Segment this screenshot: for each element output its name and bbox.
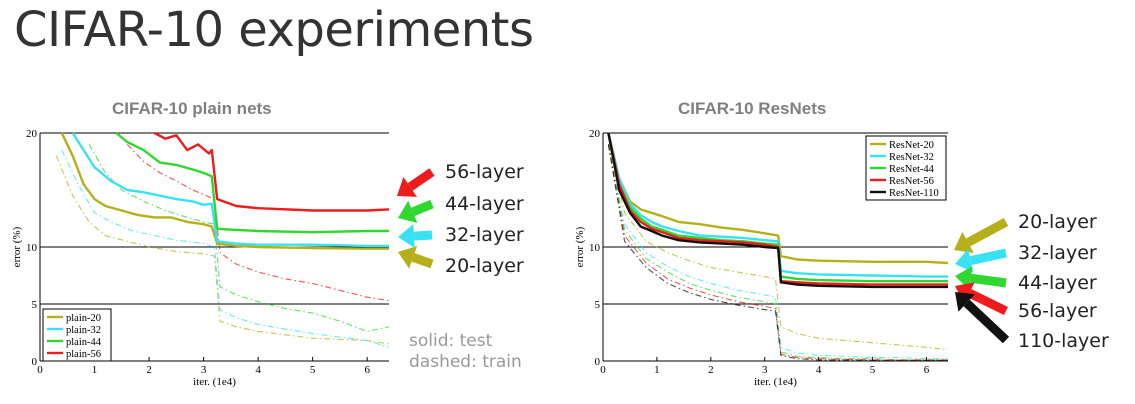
arrow-shaft [967,289,1008,316]
arrow-head [398,246,418,269]
arrow-head [955,282,975,304]
arrow-shaft [963,299,1010,344]
page-title: CIFAR-10 experiments [14,2,534,58]
legend-label: ResNet-44 [889,164,935,175]
series-line-plain-44-solid [115,132,389,234]
arrow-icon [397,168,435,197]
legend: ResNet-20ResNet-32ResNet-44ResNet-56ResN… [865,135,947,201]
y-tick-label: 10 [589,242,601,254]
arrow-icon [398,224,433,249]
layer-label: 20-layer [445,255,524,277]
x-tick-label: 1 [92,364,98,376]
arrow-head [955,248,974,273]
series-line-ResNet-20-dashed [607,144,948,351]
legend-note: solid: test [409,331,493,351]
plain-nets-chart: 0 5 10 20 0 1 2 3 4 5 6 iter. (1e4) error (%) plain-2… [11,128,389,388]
y-tick-label: 20 [589,128,601,140]
layer-label: 56-layer [445,161,524,183]
legend-label: ResNet-32 [889,152,934,163]
chart-title-resnets: CIFAR-10 ResNets [678,99,827,118]
legend-label: plain-44 [66,337,102,348]
x-tick-label: 1 [654,364,660,376]
x-tick-label: 0 [600,364,606,376]
legend-label: plain-20 [66,313,101,324]
y-axis-label: error (%) [11,226,23,267]
arrow-icon [398,246,434,269]
arrow-icon [955,292,1010,344]
y-tick-label: 0 [32,356,38,368]
arrow-icon [954,218,1009,253]
layer-label: 44-layer [1018,272,1097,294]
series-group [55,131,389,348]
arrow-icon [955,248,1007,273]
x-tick-label: 4 [816,364,822,376]
layer-label: 44-layer [445,193,524,215]
annotations: 56-layer 44-layer 32-layer 20-layer 20-layer… [397,161,1109,352]
x-tick-label: 6 [924,364,930,376]
arrow-head [955,292,975,312]
arrow-shaft [413,230,433,241]
series-line-plain-32-dashed [61,149,389,348]
x-tick-label: 4 [255,364,261,376]
series-line-ResNet-32-dashed [607,144,948,360]
x-tick-label: 2 [708,364,714,376]
legend-note: dashed: train [409,352,522,372]
series-group [607,132,948,361]
layer-label: 110-layer [1018,330,1109,352]
series-line-plain-44-dashed [88,144,389,332]
series-line-ResNet-32-solid [607,132,948,278]
series-line-plain-56-solid [153,131,389,212]
x-axis-label: iter. (1e4) [193,376,236,388]
layer-label: 32-layer [445,224,524,246]
x-tick-label: 0 [37,364,43,376]
arrow-shaft [970,273,1007,288]
arrow-icon [398,199,434,224]
x-tick-label: 5 [870,364,876,376]
legend-label: ResNet-56 [889,176,934,187]
layer-label: 20-layer [1018,211,1097,233]
legend-label: ResNet-110 [889,188,939,199]
series-line-plain-20-dashed [55,155,389,345]
arrow-head [954,231,974,253]
arrow-shaft [411,199,434,217]
x-tick-label: 3 [201,364,207,376]
arrow-shaft [965,218,1009,247]
resnets-chart: 0 5 10 20 0 1 2 3 4 5 6 iter. (1e4) error (%) ResNet-… [574,128,948,388]
arrow-shaft [969,248,1007,266]
arrow-shaft [407,168,435,191]
x-tick-label: 2 [146,364,152,376]
series-line-ResNet-20-solid [607,132,948,265]
legend-label: plain-56 [66,349,101,360]
legend-label: plain-32 [66,325,101,336]
y-tick-label: 5 [32,299,38,311]
series-line-ResNet-44-dashed [607,144,948,361]
arrow-head [398,224,415,249]
series-line-ResNet-110-solid [607,132,948,289]
legend-label: ResNet-20 [889,140,934,151]
x-axis-label: iter. (1e4) [754,376,797,388]
x-tick-label: 5 [310,364,316,376]
y-tick-label: 20 [26,128,38,140]
y-tick-label: 0 [595,356,601,368]
y-tick-label: 10 [26,242,38,254]
arrow-shaft [411,253,434,269]
layer-label: 32-layer [1018,242,1097,264]
arrow-head [398,200,418,224]
series-line-ResNet-110-dashed [607,144,948,361]
layer-label: 56-layer [1018,300,1097,322]
y-tick-label: 5 [595,299,601,311]
arrow-head [397,177,417,197]
series-line-plain-56-dashed [126,144,389,302]
x-tick-label: 6 [364,364,370,376]
arrow-icon [955,282,1008,316]
series-line-ResNet-56-dashed [607,144,948,361]
y-axis-label: error (%) [574,226,586,267]
chart-title-plain-nets: CIFAR-10 plain nets [112,99,272,118]
series-line-plain-32-solid [71,132,389,248]
x-tick-label: 3 [762,364,768,376]
series-line-ResNet-56-solid [607,132,948,286]
series-line-plain-20-solid [60,132,389,250]
